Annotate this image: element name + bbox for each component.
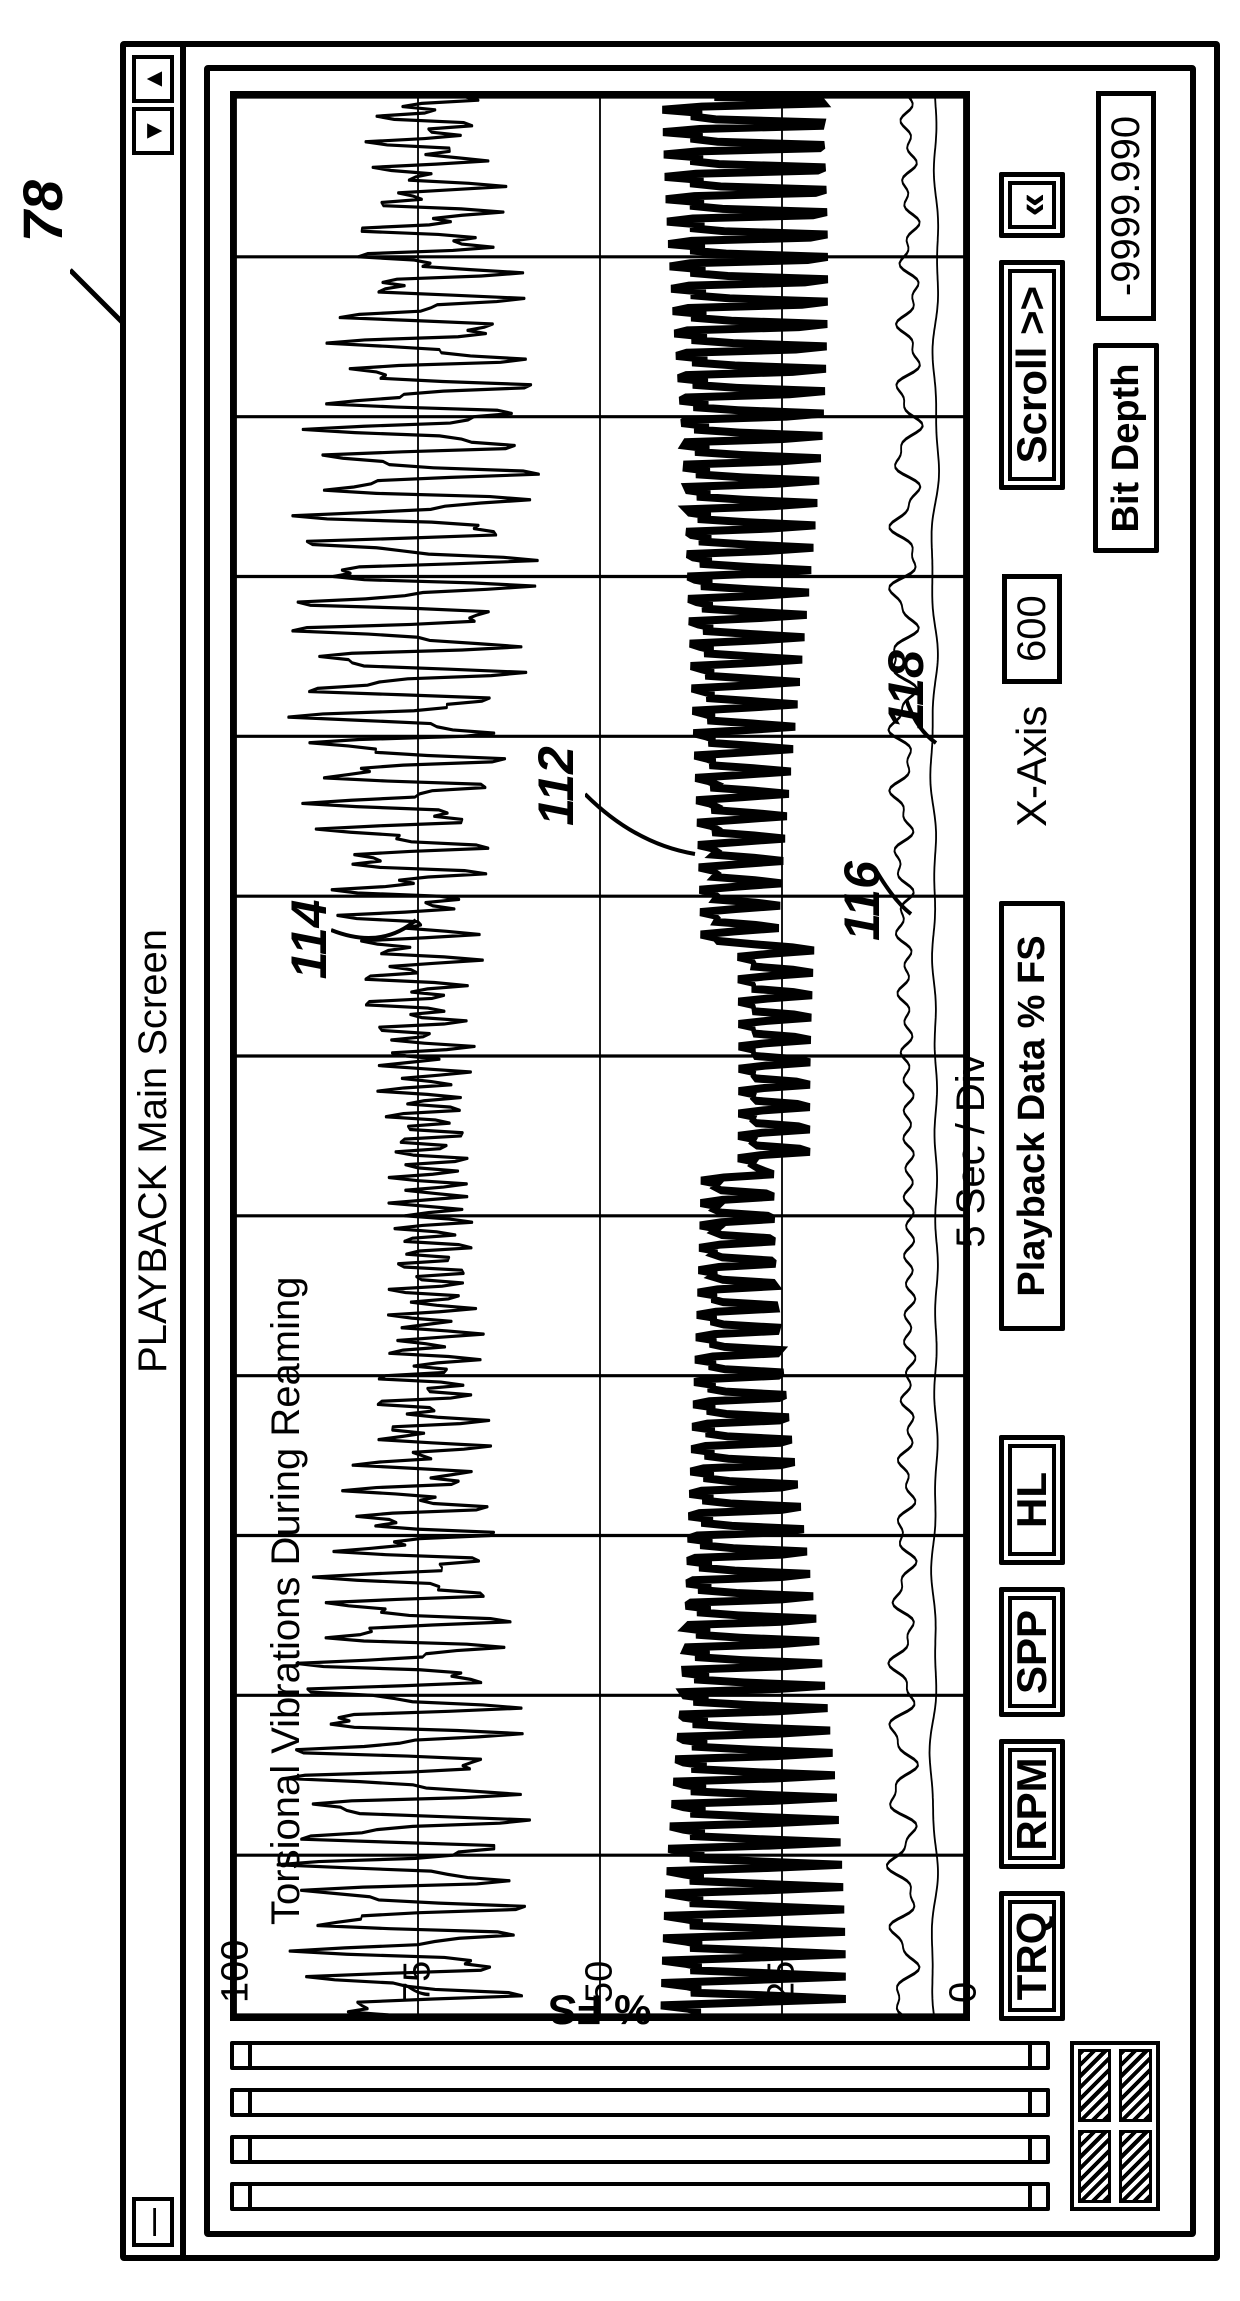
chart-xaxis-caption: 5 Sec / Div: [949, 1054, 994, 1247]
vertical-slider-1[interactable]: [230, 2182, 1050, 2211]
callout-112: 112: [527, 746, 585, 826]
maximize-icon[interactable]: ▲: [132, 55, 174, 103]
chart-title: Torsional Vibrations During Reaming: [264, 1277, 309, 1925]
lead-112: [585, 774, 705, 864]
toggle-2[interactable]: [1078, 2049, 1111, 2122]
toggle-4[interactable]: [1119, 2049, 1152, 2122]
bitdepth-value: -9999.990: [1096, 91, 1156, 321]
slider-toggles-group: [1070, 2041, 1160, 2211]
toggle-3[interactable]: [1119, 2130, 1152, 2203]
status-row: Bit Depth -9999.990: [1086, 91, 1166, 2021]
hl-button[interactable]: HL: [999, 1435, 1065, 1565]
callout-78: 78: [10, 180, 75, 242]
minimize-icon[interactable]: ▼: [132, 107, 174, 155]
vertical-slider-3[interactable]: [230, 2088, 1050, 2117]
titlebar: — PLAYBACK Main Screen ▼ ▲: [126, 47, 186, 2255]
ytick-0: 0: [943, 1982, 986, 2003]
bitdepth-label-button[interactable]: Bit Depth: [1093, 343, 1159, 553]
rpm-button[interactable]: RPM: [999, 1739, 1065, 1869]
client-area: % FS 100 75 50 25 0 Torsional Vibrations…: [204, 65, 1196, 2237]
trq-button[interactable]: TRQ: [999, 1891, 1065, 2021]
ytick-50: 50: [579, 1961, 622, 2003]
ytick-100: 100: [215, 1940, 258, 2003]
playback-window: — PLAYBACK Main Screen ▼ ▲: [120, 41, 1220, 2261]
lead-118: [906, 689, 946, 749]
scroll-rewind-button[interactable]: «: [999, 172, 1065, 238]
playback-data-button[interactable]: Playback Data % FS: [999, 901, 1065, 1331]
vertical-slider-4[interactable]: [230, 2041, 1050, 2070]
system-menu-icon[interactable]: —: [132, 2197, 174, 2247]
lead-114: [331, 880, 421, 960]
playback-chart: % FS 100 75 50 25 0 Torsional Vibrations…: [230, 91, 970, 2021]
xaxis-label: X-Axis: [1008, 706, 1056, 827]
ytick-25: 25: [761, 1961, 804, 2003]
spp-button[interactable]: SPP: [999, 1587, 1065, 1717]
lead-116: [877, 852, 917, 922]
toggle-1[interactable]: [1078, 2130, 1111, 2203]
vertical-slider-2[interactable]: [230, 2135, 1050, 2164]
xaxis-value-input[interactable]: 600: [1002, 574, 1062, 684]
channel-buttons-row: TRQ RPM SPP HL Playback Data % FS X-Axis…: [992, 91, 1072, 2021]
window-title: PLAYBACK Main Screen: [131, 929, 176, 1373]
chart-canvas: [236, 97, 964, 2015]
callout-114: 114: [280, 900, 338, 980]
ytick-75: 75: [397, 1961, 440, 2003]
vertical-sliders-group: [230, 2041, 1050, 2211]
scroll-button[interactable]: Scroll >>: [999, 260, 1065, 490]
